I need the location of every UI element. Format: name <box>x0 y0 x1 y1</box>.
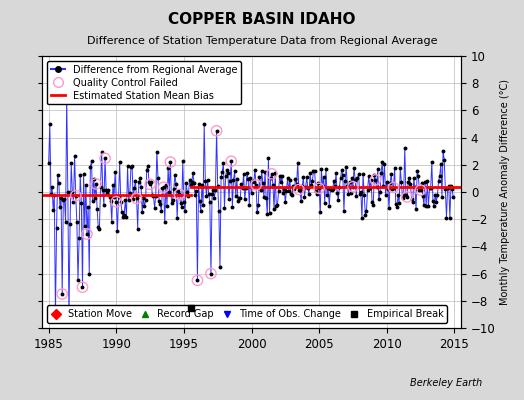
Point <box>212 128 221 134</box>
Point <box>252 182 260 188</box>
Point <box>349 184 357 190</box>
Point <box>65 314 73 320</box>
Point <box>403 194 411 200</box>
Point <box>101 155 109 162</box>
Point <box>78 284 86 290</box>
Point <box>83 231 91 237</box>
Text: COPPER BASIN IDAHO: COPPER BASIN IDAHO <box>168 12 356 27</box>
Point <box>133 195 141 202</box>
Point <box>193 277 202 284</box>
Point <box>268 170 276 177</box>
Point <box>112 198 121 205</box>
Point <box>166 159 174 165</box>
Point <box>417 187 425 193</box>
Point <box>389 184 398 191</box>
Point <box>146 181 154 188</box>
Point <box>207 270 215 277</box>
Text: Berkeley Earth: Berkeley Earth <box>410 378 482 388</box>
Y-axis label: Monthly Temperature Anomaly Difference (°C): Monthly Temperature Anomaly Difference (… <box>500 79 510 305</box>
Point <box>92 181 100 187</box>
Point <box>175 191 183 198</box>
Legend: Station Move, Record Gap, Time of Obs. Change, Empirical Break: Station Move, Record Gap, Time of Obs. C… <box>47 305 447 323</box>
Point <box>227 158 235 164</box>
Point <box>294 186 303 193</box>
Point <box>72 192 80 199</box>
Point <box>51 311 60 318</box>
Point <box>315 185 323 192</box>
Text: Difference of Station Temperature Data from Regional Average: Difference of Station Temperature Data f… <box>87 36 437 46</box>
Point <box>159 184 168 190</box>
Point <box>58 291 67 297</box>
Point <box>372 177 380 183</box>
